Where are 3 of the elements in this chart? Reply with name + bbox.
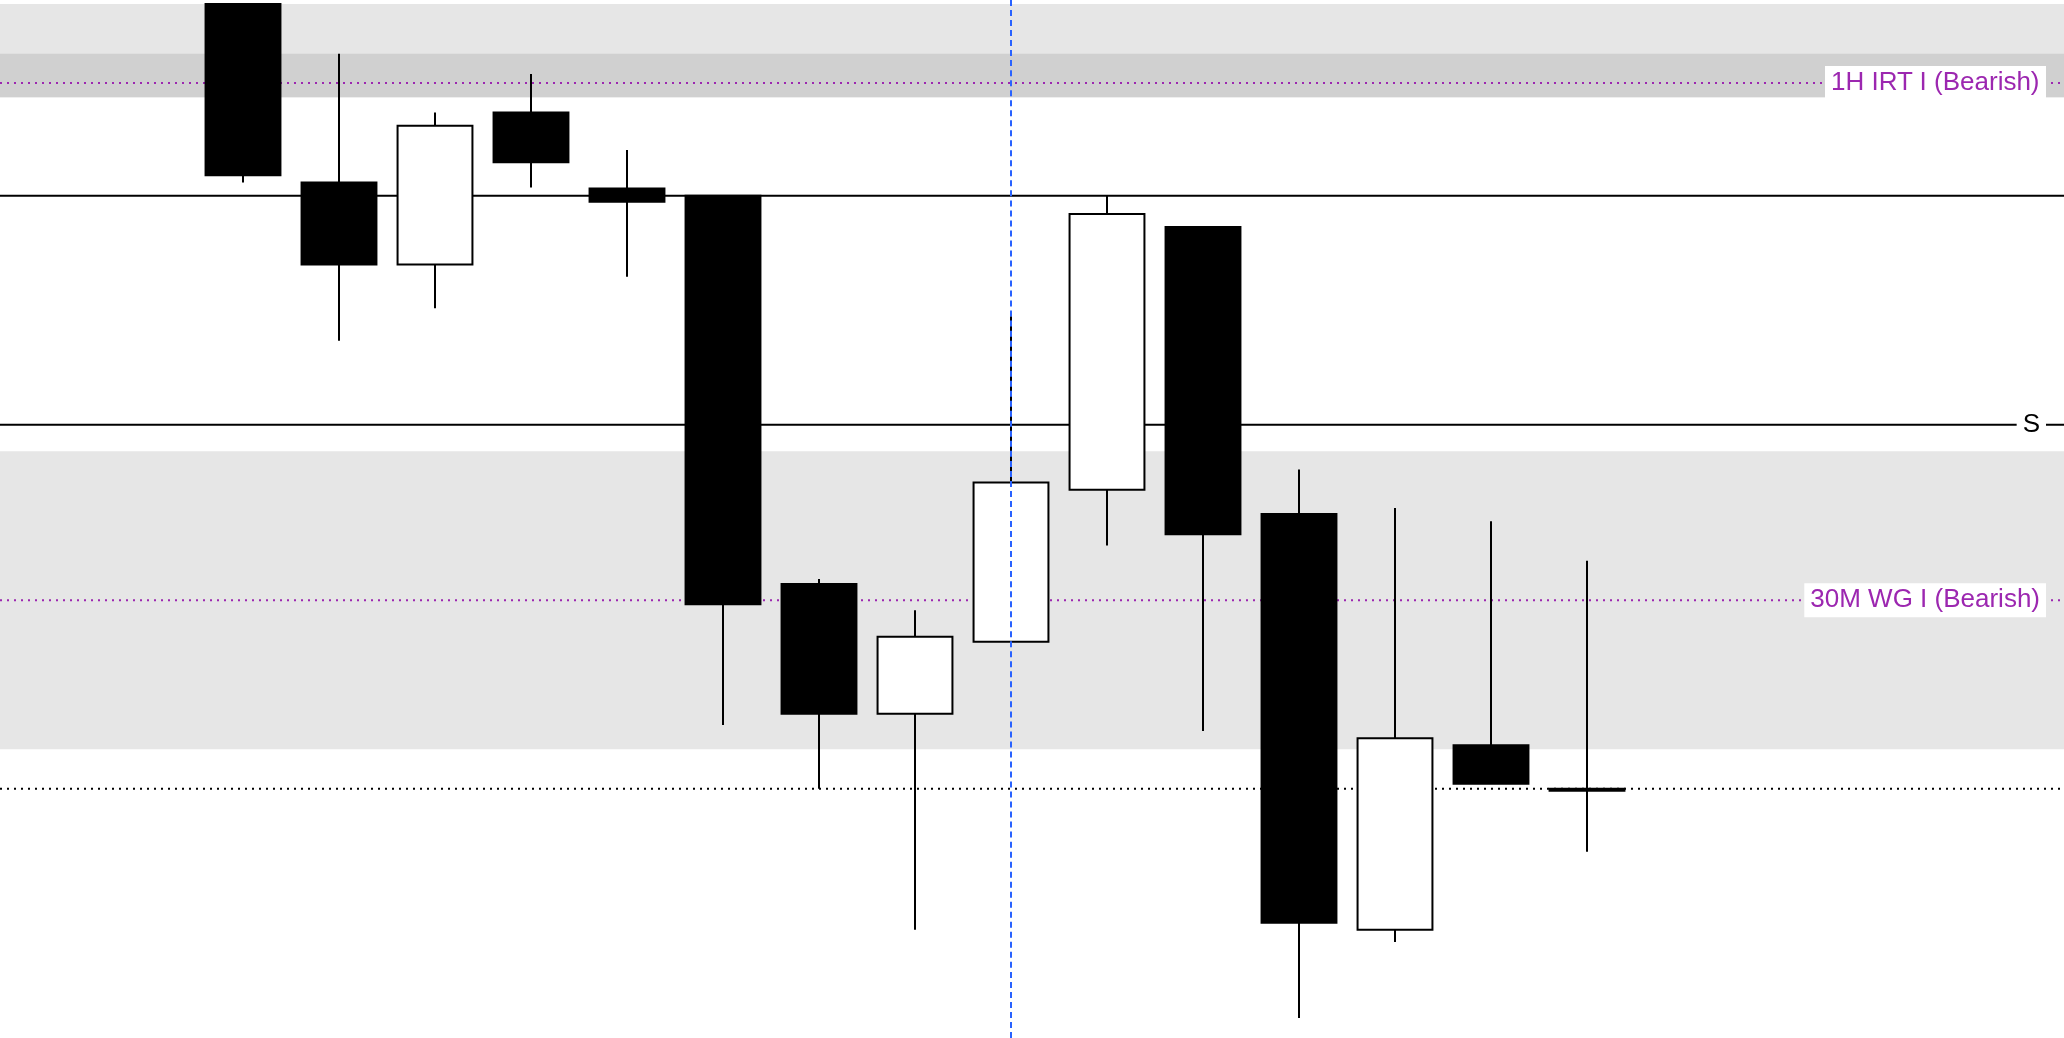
ref-line-label: 30M WG I (Bearish) [1810,583,2041,614]
ref-line-label: S [2022,407,2040,438]
ref-line-label: 1H IRT I (Bearish) [1830,66,2040,97]
